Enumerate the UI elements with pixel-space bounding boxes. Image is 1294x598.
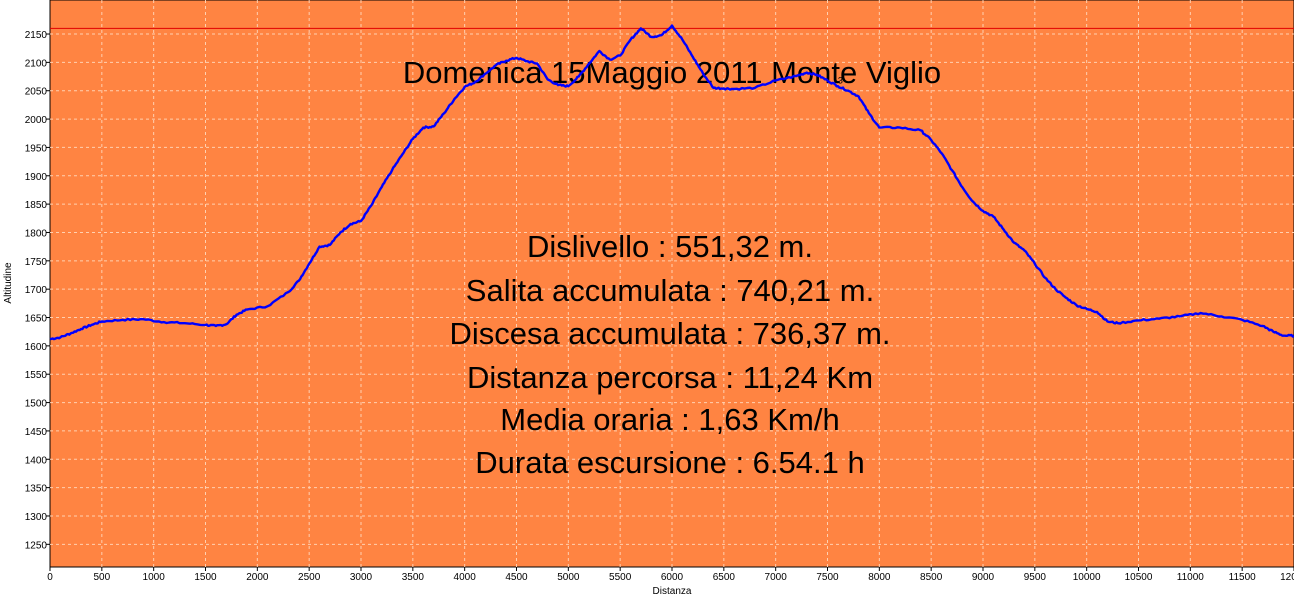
x-tick-label: 2000 (246, 572, 269, 583)
stat-media-oraria: Media oraria : 1,63 Km/h (500, 402, 839, 437)
x-tick-label: 2500 (298, 572, 321, 583)
x-tick-label: 10000 (1073, 572, 1101, 583)
x-tick-label: 4000 (454, 572, 477, 583)
y-tick-label: 1250 (25, 540, 48, 551)
x-tick-label: 9000 (972, 572, 995, 583)
x-tick-label: 6000 (661, 572, 684, 583)
x-tick-label: 7000 (765, 572, 788, 583)
x-tick-label: 1500 (194, 572, 217, 583)
y-tick-label: 2150 (25, 30, 48, 41)
x-tick-label: 5000 (557, 572, 580, 583)
grid (50, 0, 1294, 567)
x-tick-label: 500 (93, 572, 110, 583)
y-tick-label: 1550 (25, 370, 48, 381)
y-tick-label: 1350 (25, 484, 48, 495)
y-axis: 1250 1300 1350 1400 1450 1500 1550 1600 1650 1700… (25, 30, 50, 551)
x-tick-label: 4500 (505, 572, 528, 583)
x-tick-label: 6500 (713, 572, 736, 583)
y-axis-title: Altitudine (3, 262, 14, 304)
y-tick-label: 1850 (25, 200, 48, 211)
x-tick-label: 3500 (402, 572, 425, 583)
x-tick-label: 1000 (143, 572, 166, 583)
y-tick-label: 2100 (25, 58, 48, 69)
y-tick-label: 1300 (25, 512, 48, 523)
stat-discesa-accumulata: Discesa accumulata : 736,37 m. (449, 316, 890, 351)
y-tick-label: 2000 (25, 115, 48, 126)
altitude-profile-line (49, 24, 1294, 341)
y-tick-label: 1500 (25, 399, 48, 410)
x-tick-label: 11000 (1177, 572, 1205, 583)
y-tick-label: 1750 (25, 257, 48, 268)
x-axis: 0 500 1000 1500 2000 2500 3000 3500 4000 4500 5000… (47, 567, 1294, 583)
y-tick-label: 1900 (25, 172, 48, 183)
x-axis-title: Distanza (653, 586, 692, 597)
y-tick-label: 1800 (25, 228, 48, 239)
stat-durata-escursione: Durata escursione : 6.54.1 h (475, 445, 864, 480)
y-tick-label: 1400 (25, 455, 48, 466)
x-tick-label: 7500 (816, 572, 839, 583)
x-tick-label: 3000 (350, 572, 373, 583)
stats-block: Dislivello : 551,32 m. Salita accumulata… (449, 229, 890, 480)
y-tick-label: 1950 (25, 143, 48, 154)
x-tick-label: 8500 (920, 572, 943, 583)
y-tick-label: 2050 (25, 87, 48, 98)
x-tick-label: 12000 (1280, 572, 1294, 583)
stat-distanza-percorsa: Distanza percorsa : 11,24 Km (467, 360, 873, 395)
point-marker-label: 3 (838, 75, 843, 85)
x-tick-label: 10500 (1125, 572, 1153, 583)
stat-salita-accumulata: Salita accumulata : 740,21 m. (466, 273, 874, 308)
x-tick-label: 0 (47, 572, 53, 583)
x-tick-label: 5500 (609, 572, 632, 583)
chart-title: Domenica 15Maggio 2011 Monte Viglio (403, 55, 941, 90)
stat-dislivello: Dislivello : 551,32 m. (527, 229, 813, 264)
y-tick-label: 1600 (25, 342, 48, 353)
x-tick-label: 8000 (868, 572, 891, 583)
y-tick-label: 1450 (25, 427, 48, 438)
y-tick-label: 1700 (25, 285, 48, 296)
x-tick-label: 9500 (1024, 572, 1047, 583)
y-tick-label: 1650 (25, 314, 48, 325)
x-tick-label: 11500 (1229, 572, 1257, 583)
